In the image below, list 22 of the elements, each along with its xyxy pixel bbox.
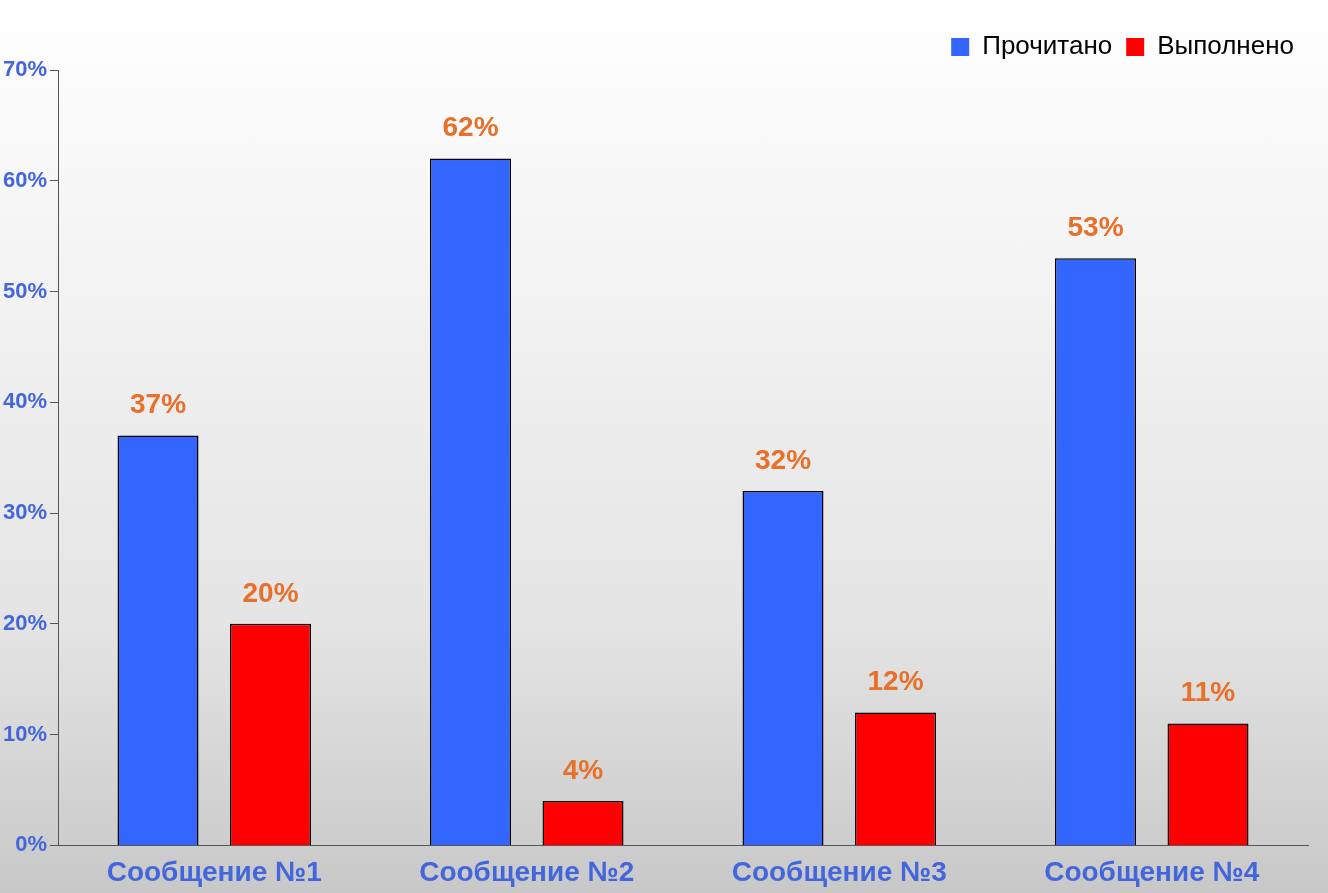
y-tick-label: 10% (2, 720, 48, 746)
y-tick-label: 60% (2, 166, 48, 192)
data-label: 4% (562, 753, 604, 785)
data-label: 12% (867, 665, 924, 697)
y-tick-label: 40% (2, 388, 48, 414)
x-tick-label: Сообщение №1 (106, 855, 322, 887)
x-tick-label: Сообщение №4 (1044, 855, 1260, 887)
data-label: 53% (1067, 211, 1124, 243)
y-tick-label: 20% (2, 609, 48, 635)
x-tick-label: Сообщение №2 (419, 855, 635, 887)
legend-label: Выполнено (1157, 30, 1295, 61)
data-label: 62% (442, 111, 499, 143)
data-label: 32% (754, 443, 812, 475)
data-label: 20% (242, 576, 299, 608)
legend-label: Прочитано (982, 30, 1113, 61)
x-tick-label: Сообщение №3 (731, 855, 947, 887)
y-tick-label: 30% (2, 499, 48, 525)
y-tick-label: 0% (15, 831, 48, 857)
data-label: 37% (130, 388, 187, 420)
y-tick-label: 50% (2, 277, 48, 303)
data-label: 11% (1180, 676, 1236, 708)
y-tick-label: 70% (2, 56, 48, 82)
